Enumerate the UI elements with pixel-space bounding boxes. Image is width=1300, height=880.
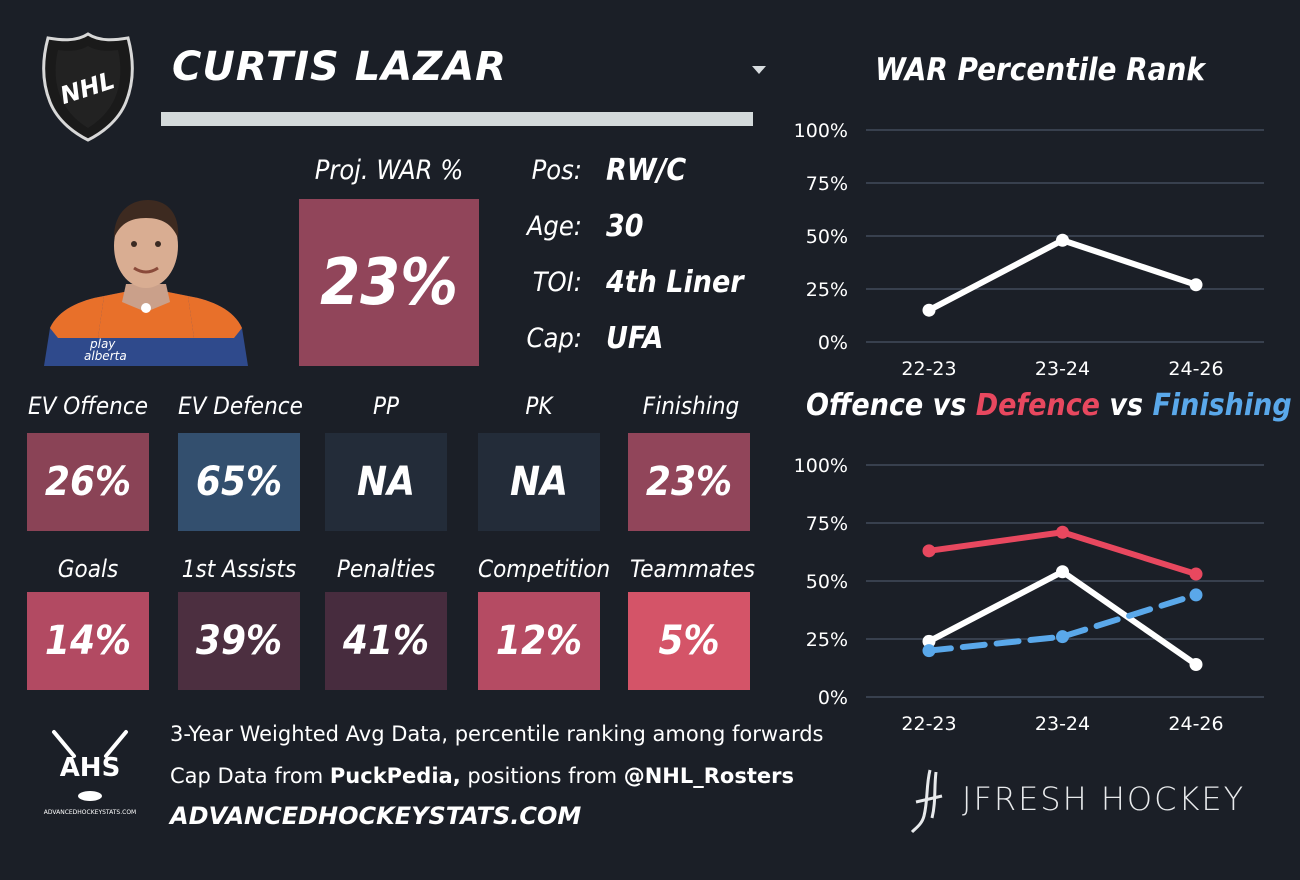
tile-label-penalties: Penalties <box>336 555 436 583</box>
tile-ev-offence: 26% <box>27 433 149 531</box>
tile-goals: 14% <box>27 592 149 690</box>
puckpedia-link[interactable]: PuckPedia, <box>329 764 461 788</box>
y-tick-label: 100% <box>794 455 848 477</box>
data-point <box>1189 588 1203 602</box>
y-tick-label: 50% <box>806 571 848 593</box>
x-tick-label: 24-26 <box>1168 713 1223 735</box>
nhl-logo: NHL <box>42 32 134 142</box>
war-chart-title: WAR Percentile Rank <box>875 52 1205 88</box>
tile-label-competition: Competition <box>478 555 611 583</box>
y-tick-label: 75% <box>806 513 848 535</box>
data-point <box>1056 630 1069 644</box>
y-tick-label: 25% <box>806 629 848 651</box>
jfresh-logo-icon <box>910 769 943 834</box>
footer-line-2: Cap Data from PuckPedia, positions from … <box>170 764 794 788</box>
x-tick-label: 24-26 <box>1168 358 1223 380</box>
chevron-down-icon[interactable] <box>752 66 766 74</box>
tile-1st-assists: 39% <box>178 592 300 690</box>
war-chart: 0% 25% 50% 75% 100% 22-23 23-24 24-26 <box>794 120 1264 380</box>
footer-line-1: 3-Year Weighted Avg Data, percentile ran… <box>170 722 824 746</box>
tile-value: NA <box>357 459 415 505</box>
tile-label-ev-defence: EV Defence <box>178 392 303 420</box>
x-tick-label: 23-24 <box>1035 713 1090 735</box>
footer-line-2-mid: positions from <box>460 764 624 788</box>
y-tick-label: 50% <box>806 226 848 248</box>
info-label-age: Age: <box>526 211 582 242</box>
info-label-pos: Pos: <box>531 155 582 186</box>
y-tick-label: 0% <box>818 687 848 709</box>
title-defence: Defence <box>975 388 1100 423</box>
info-value-pos: RW/C <box>606 153 687 188</box>
jfresh-hockey-brand: JFRESH HOCKEY <box>962 780 1246 818</box>
info-label-toi: TOI: <box>532 267 582 298</box>
data-point <box>1189 567 1203 581</box>
proj-war-value: 23% <box>320 245 458 320</box>
data-point <box>1189 658 1203 672</box>
data-point <box>922 544 936 558</box>
svg-text:play: play <box>89 337 116 351</box>
data-point <box>1189 278 1203 292</box>
data-point <box>1056 525 1069 539</box>
player-name: CURTIS LAZAR <box>172 44 507 90</box>
info-value-toi: 4th Liner <box>606 265 744 300</box>
series-line <box>926 568 1199 668</box>
tile-label-ev-offence: EV Offence <box>28 392 148 420</box>
y-tick-label: 100% <box>794 120 848 142</box>
info-value-age: 30 <box>606 209 644 244</box>
tile-label-goals: Goals <box>57 555 119 583</box>
tile-finishing: 23% <box>628 433 750 531</box>
tile-value: 41% <box>342 618 430 664</box>
ovd-chart: 0% 25% 50% 75% 100% 22-23 23-24 24-26 <box>794 455 1264 735</box>
y-tick-label: 0% <box>818 332 848 354</box>
info-value-cap: UFA <box>606 321 664 356</box>
footer-line-2-pre: Cap Data from <box>170 764 330 788</box>
title-offence: Offence <box>806 388 924 423</box>
tile-label-teammates: Teammates <box>630 555 756 583</box>
tile-value: 14% <box>44 618 132 664</box>
tile-pp: NA <box>325 433 447 531</box>
nhl-rosters-link[interactable]: @NHL_Rosters <box>623 764 794 788</box>
title-vs-2: vs <box>1100 388 1153 423</box>
tile-label-pp: PP <box>372 392 400 420</box>
data-point <box>922 634 936 648</box>
tile-value: 39% <box>195 618 283 664</box>
tile-label-pk: PK <box>525 392 553 420</box>
name-underline <box>161 112 753 126</box>
tile-teammates: 5% <box>628 592 750 690</box>
y-tick-label: 75% <box>806 173 848 195</box>
tile-ev-defence: 65% <box>178 433 300 531</box>
x-tick-label: 22-23 <box>901 713 956 735</box>
tile-value: 23% <box>645 459 733 505</box>
y-tick-label: 25% <box>806 279 848 301</box>
ahs-logo-sub: ADVANCEDHOCKEYSTATS.COM <box>44 809 136 816</box>
series-line <box>926 237 1199 314</box>
ovd-chart-title: Offence vs Defence vs Finishing <box>806 388 1292 423</box>
tile-value: NA <box>510 459 568 505</box>
tile-label-1st-assists: 1st Assists <box>181 555 297 583</box>
info-label-cap: Cap: <box>526 323 582 354</box>
tile-value: 65% <box>195 459 283 505</box>
tile-pk: NA <box>478 433 600 531</box>
tile-penalties: 41% <box>325 592 447 690</box>
x-tick-label: 23-24 <box>1035 358 1090 380</box>
data-point <box>1056 233 1069 247</box>
ahs-logo: AHS ADVANCEDHOCKEYSTATS.COM <box>44 730 136 816</box>
data-point <box>922 303 936 317</box>
tile-value: 5% <box>658 618 720 664</box>
ahs-logo-text: AHS <box>60 753 121 783</box>
x-tick-label: 22-23 <box>901 358 956 380</box>
site-url[interactable]: ADVANCEDHOCKEYSTATS.COM <box>170 802 582 830</box>
tile-value: 26% <box>44 459 132 505</box>
tile-competition: 12% <box>478 592 600 690</box>
tile-value: 12% <box>495 618 583 664</box>
proj-war-box: 23% <box>299 199 479 366</box>
data-point <box>922 644 936 658</box>
player-headshot: play alberta <box>44 200 248 366</box>
svg-text:alberta: alberta <box>84 349 127 363</box>
title-finishing: Finishing <box>1152 388 1292 423</box>
proj-war-label: Proj. WAR % <box>314 155 464 186</box>
tile-label-finishing: Finishing <box>642 392 740 420</box>
data-point <box>1056 565 1069 579</box>
title-vs-1: vs <box>923 388 976 423</box>
